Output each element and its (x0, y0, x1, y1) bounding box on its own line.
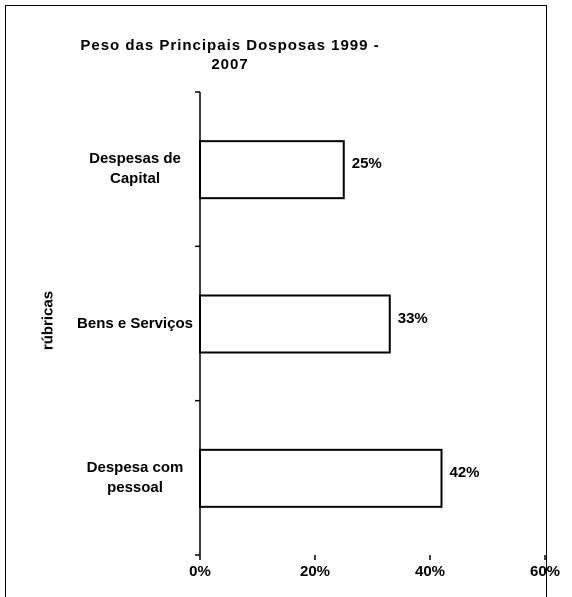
x-tick-label: 20% (299, 563, 331, 580)
category-label: Despesas de Capital (89, 150, 181, 188)
x-tick-label: 40% (414, 563, 446, 580)
bar (199, 140, 345, 200)
category-label: Bens e Serviços (77, 314, 193, 332)
x-tick-label: 0% (189, 563, 211, 580)
value-label: 25% (351, 155, 382, 173)
value-label: 42% (449, 463, 480, 481)
x-tick-label: 60% (529, 563, 561, 580)
frame (5, 5, 547, 597)
value-label: 33% (397, 309, 428, 327)
bar (199, 448, 443, 508)
chart-title: Peso das Principais Dosposas 1999 - 2007 (80, 37, 380, 73)
bar (199, 294, 391, 354)
category-label: Despesa com pessoal (86, 458, 184, 496)
